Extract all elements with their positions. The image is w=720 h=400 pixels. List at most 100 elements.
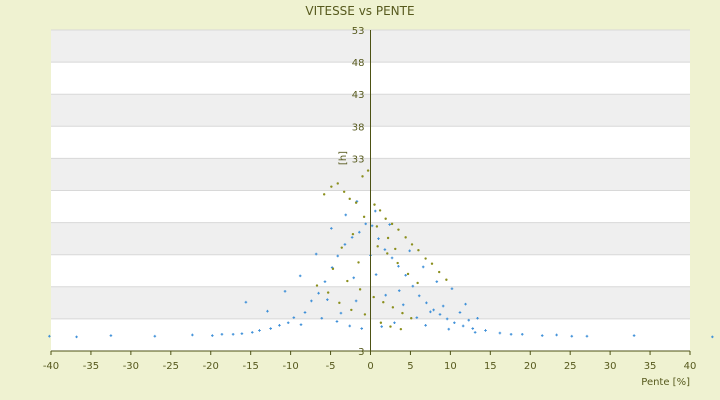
data-point [191, 333, 194, 337]
data-point [453, 321, 456, 325]
data-point [438, 313, 442, 316]
data-point [424, 257, 427, 260]
x-tick-label: -35 [83, 361, 99, 372]
data-point [292, 316, 296, 319]
data-point [432, 308, 435, 312]
data-point [585, 334, 589, 338]
x-tick-label: 20 [524, 361, 537, 372]
data-point [269, 327, 272, 330]
data-point [320, 316, 324, 320]
data-point [378, 209, 382, 212]
x-tick-label: -40 [43, 361, 59, 372]
data-point [383, 248, 387, 251]
data-point [340, 246, 343, 249]
data-point [401, 303, 405, 307]
data-point [450, 287, 454, 291]
data-point [376, 245, 379, 248]
data-point [437, 270, 441, 274]
data-point [244, 300, 248, 304]
data-point [375, 225, 379, 228]
data-point [373, 203, 376, 206]
data-point [344, 213, 348, 217]
data-point [330, 227, 333, 230]
data-point [540, 334, 544, 337]
x-tick-label: -25 [163, 361, 179, 372]
data-point [370, 224, 374, 228]
data-point [298, 274, 302, 278]
data-point [461, 324, 465, 328]
data-point [266, 309, 269, 313]
data-point [397, 264, 400, 268]
data-point [343, 243, 347, 246]
data-point [384, 293, 387, 297]
y-tick-label: 48 [352, 58, 365, 69]
x-tick-label: 35 [644, 361, 657, 372]
data-point [382, 301, 385, 304]
x-tick-label: -5 [326, 361, 336, 372]
data-point [317, 291, 320, 295]
data-point [372, 295, 375, 299]
data-point [509, 333, 513, 336]
data-point [350, 308, 353, 312]
data-point [498, 331, 502, 335]
data-point [386, 236, 390, 240]
data-point [310, 299, 313, 303]
x-tick-label: -30 [123, 361, 139, 372]
data-point [350, 236, 354, 239]
data-point [391, 306, 395, 309]
data-point [404, 236, 407, 239]
data-point [250, 331, 254, 334]
y-tick-label: 43 [352, 90, 365, 101]
x-tick-label: 30 [604, 361, 617, 372]
data-point [476, 316, 479, 320]
data-point [339, 311, 343, 315]
data-point [286, 321, 290, 325]
x-tick-label: 25 [564, 361, 577, 372]
data-point [445, 317, 449, 321]
data-point [109, 334, 113, 337]
data-point [258, 329, 261, 332]
x-tick-label: -10 [282, 361, 298, 372]
y-tick-label: 33 [352, 154, 365, 165]
data-point [417, 294, 421, 298]
data-point [379, 321, 383, 324]
data-point [421, 265, 425, 269]
data-point [388, 223, 391, 226]
x-tick-label: 5 [407, 361, 413, 372]
data-point [632, 334, 636, 337]
data-point [363, 313, 367, 316]
data-point [555, 333, 558, 337]
data-point [336, 254, 340, 258]
data-point [322, 193, 326, 196]
x-axis-title: Pente [%] [641, 377, 690, 388]
data-point [330, 185, 333, 188]
data-point [357, 261, 360, 264]
data-point [299, 323, 303, 326]
data-point [220, 333, 224, 336]
data-point [314, 252, 318, 256]
data-point [240, 332, 244, 335]
data-point [153, 334, 157, 338]
data-point [352, 276, 356, 280]
data-point [373, 209, 377, 213]
data-point [326, 298, 329, 301]
data-point [445, 278, 448, 281]
data-point [380, 325, 383, 328]
data-point [390, 222, 394, 226]
data-point [361, 175, 364, 178]
data-point [473, 331, 477, 334]
data-point [360, 327, 364, 330]
data-point [374, 273, 378, 276]
data-point [315, 284, 319, 287]
data-point [351, 232, 355, 236]
data-point [464, 302, 467, 306]
data-series [48, 169, 714, 339]
chart-title: VITESSE vs PENTE [305, 4, 414, 18]
data-point [303, 311, 307, 314]
data-point [390, 256, 394, 260]
data-point [410, 317, 413, 320]
y-tick-label: 38 [352, 122, 365, 133]
data-point [358, 288, 362, 291]
y-tick-label: 53 [352, 26, 365, 37]
data-point [384, 217, 387, 220]
